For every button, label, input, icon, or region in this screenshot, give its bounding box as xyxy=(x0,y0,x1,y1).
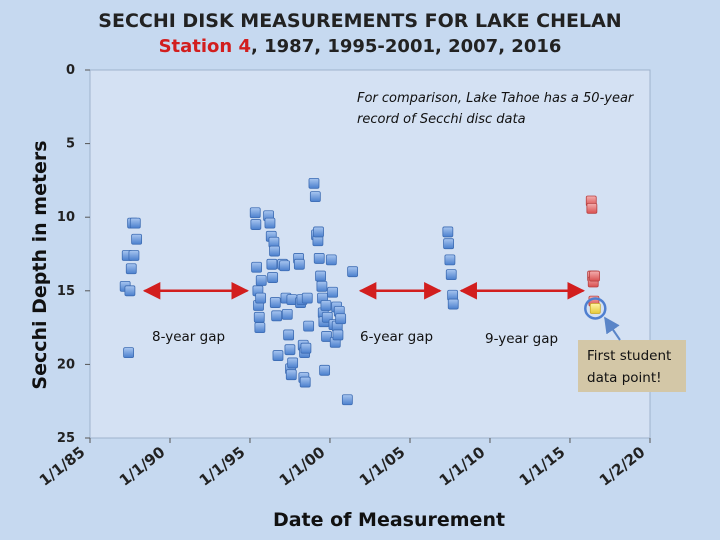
data-point-blue xyxy=(319,364,331,376)
data-point-blue xyxy=(309,191,321,202)
x-tick-label: 1/1/15 xyxy=(516,443,569,490)
x-tick-label: 1/1/90 xyxy=(116,443,169,490)
x-tick-label: 1/1/85 xyxy=(36,443,89,490)
x-tick-label: 1/1/95 xyxy=(196,443,249,490)
data-point-blue xyxy=(254,322,266,334)
data-point-blue xyxy=(255,292,267,304)
data-point-blue xyxy=(313,226,324,238)
data-point-blue xyxy=(123,347,134,359)
y-tick-label: 0 xyxy=(66,63,75,78)
plot-area xyxy=(90,70,650,438)
data-points xyxy=(119,177,601,406)
data-point-blue xyxy=(442,226,454,238)
data-point-blue xyxy=(285,369,297,381)
data-point-blue xyxy=(284,344,296,356)
data-point-blue xyxy=(131,233,143,245)
data-point-blue xyxy=(341,394,353,406)
data-point-blue xyxy=(335,313,347,325)
data-point-blue xyxy=(320,300,332,311)
x-tick-label: 1/2/20 xyxy=(596,443,649,490)
data-point-blue xyxy=(443,238,454,250)
comparison-note-line1: For comparison, Lake Tahoe has a 50-year xyxy=(357,91,635,106)
x-axis-ticks: 1/1/85 1/1/90 1/1/95 1/1/00 1/1/05 1/1/10 1/1/… xyxy=(36,438,651,490)
data-point-blue xyxy=(269,297,281,308)
data-point-blue xyxy=(272,350,284,361)
gap3-label: 9-year gap xyxy=(485,331,558,347)
data-point-blue xyxy=(293,258,305,270)
data-point-blue xyxy=(301,292,313,304)
subtitle-years: , 1987, 1995-2001, 2007, 2016 xyxy=(251,36,561,57)
data-point-red xyxy=(589,270,600,282)
highlight-circle xyxy=(584,297,607,320)
data-point-blue xyxy=(327,286,338,298)
data-point-blue xyxy=(249,207,261,219)
gap1-label: 8-year gap xyxy=(152,329,225,345)
data-point-blue xyxy=(125,263,137,275)
plot-frame xyxy=(89,69,651,439)
x-axis-label: Date of Measurement xyxy=(273,509,505,531)
y-tick-label: 25 xyxy=(57,431,75,446)
data-point-blue xyxy=(253,311,265,323)
gap2-label: 6-year gap xyxy=(360,329,433,345)
data-point-blue xyxy=(264,217,276,229)
subtitle-station: Station 4 xyxy=(159,36,251,57)
data-point-yellow xyxy=(589,303,601,314)
data-point-blue xyxy=(332,329,344,341)
data-point-blue xyxy=(283,329,295,341)
data-point-blue xyxy=(124,285,136,297)
callout-pointer xyxy=(604,316,621,341)
first-point-line1: First student xyxy=(587,348,671,364)
y-tick-label: 20 xyxy=(57,357,75,372)
first-point-line2: data point! xyxy=(587,370,662,386)
data-point-blue xyxy=(267,272,279,283)
first-point-highlight xyxy=(584,297,607,320)
data-point-blue xyxy=(303,320,315,332)
chart-subtitle: Station 4, 1987, 1995-2001, 2007, 2016 xyxy=(159,36,562,57)
data-point-blue xyxy=(308,177,320,189)
data-point-blue xyxy=(447,298,459,310)
data-point-blue xyxy=(281,308,293,320)
data-point-blue xyxy=(444,254,456,266)
data-point-blue xyxy=(271,310,283,322)
data-point-blue xyxy=(255,275,267,286)
data-point-blue xyxy=(251,261,262,273)
data-point-blue xyxy=(321,331,332,342)
data-point-red xyxy=(586,202,598,214)
data-point-blue xyxy=(313,253,325,264)
data-point-blue xyxy=(279,260,290,272)
data-point-blue xyxy=(315,270,326,282)
data-point-blue xyxy=(347,266,359,278)
first-point-callout xyxy=(578,340,686,392)
x-tick-label: 1/1/00 xyxy=(276,443,329,490)
chart-title: SECCHI DISK MEASUREMENTS FOR LAKE CHELAN xyxy=(98,10,621,32)
data-point-blue xyxy=(129,217,141,229)
comparison-note-line2: record of Secchi disc data xyxy=(357,112,526,127)
data-point-blue xyxy=(266,258,278,270)
y-tick-label: 15 xyxy=(57,284,75,299)
x-tick-label: 1/1/10 xyxy=(436,443,489,490)
y-axis-label: Secchi Depth in meters xyxy=(29,140,51,389)
y-axis-ticks: 0 5 10 15 20 25 xyxy=(57,63,90,446)
data-point-blue xyxy=(287,357,299,369)
data-point-blue xyxy=(445,269,457,281)
y-tick-label: 5 xyxy=(66,137,75,152)
data-point-blue xyxy=(250,219,262,230)
data-point-blue xyxy=(325,254,337,266)
data-point-blue xyxy=(128,250,140,261)
data-point-blue xyxy=(300,342,312,354)
x-tick-label: 1/1/05 xyxy=(356,443,409,490)
y-tick-label: 10 xyxy=(57,210,75,225)
data-point-blue xyxy=(269,245,280,257)
data-point-blue xyxy=(299,376,311,388)
data-point-blue xyxy=(316,280,328,292)
